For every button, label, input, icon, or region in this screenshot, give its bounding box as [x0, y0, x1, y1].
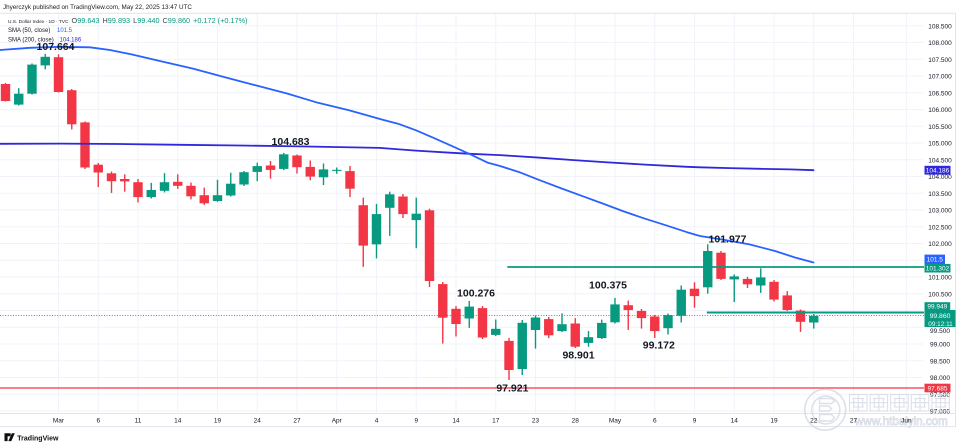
svg-text:6: 6: [96, 417, 100, 424]
svg-text:105.500: 105.500: [928, 124, 952, 131]
svg-text:103.500: 103.500: [928, 191, 952, 198]
svg-text:100.375: 100.375: [589, 279, 627, 291]
svg-text:99.500: 99.500: [930, 328, 950, 335]
svg-text:108.500: 108.500: [928, 23, 952, 30]
svg-text:22: 22: [810, 417, 818, 424]
svg-text:14: 14: [731, 417, 739, 424]
svg-text:97.000: 97.000: [930, 409, 950, 416]
svg-text:TradingView: TradingView: [17, 435, 59, 442]
svg-text:14: 14: [174, 417, 182, 424]
svg-text:27: 27: [850, 417, 858, 424]
svg-text:107.500: 107.500: [928, 57, 952, 64]
svg-text:SMA (200, close): SMA (200, close): [8, 38, 54, 44]
svg-text:100.276: 100.276: [457, 288, 495, 300]
svg-text:101.000: 101.000: [928, 275, 952, 282]
svg-text:9: 9: [693, 417, 697, 424]
svg-text:107.664: 107.664: [37, 41, 75, 53]
svg-text:104.500: 104.500: [928, 157, 952, 164]
svg-text:104.683: 104.683: [272, 136, 310, 148]
svg-text:103.000: 103.000: [928, 208, 952, 215]
svg-text:U.S. Dollar Index · 1D · TVC: U.S. Dollar Index · 1D · TVC: [8, 19, 69, 25]
svg-text:SMA (50, close): SMA (50, close): [8, 28, 50, 34]
svg-text:98.901: 98.901: [562, 349, 594, 361]
svg-text:99.172: 99.172: [643, 340, 675, 352]
svg-text:97.921: 97.921: [496, 383, 528, 395]
svg-text:100.500: 100.500: [928, 291, 952, 298]
svg-text:24: 24: [254, 417, 262, 424]
svg-text:6: 6: [653, 417, 657, 424]
svg-text:Mar: Mar: [53, 417, 65, 424]
svg-text:108.000: 108.000: [928, 40, 952, 47]
svg-text:98.500: 98.500: [930, 358, 950, 365]
svg-text:19: 19: [214, 417, 222, 424]
svg-text:www.htbaiyin.com: www.htbaiyin.com: [854, 415, 948, 428]
svg-text:11: 11: [135, 417, 142, 424]
svg-text:4: 4: [375, 417, 379, 424]
svg-text:104.186: 104.186: [926, 168, 950, 175]
svg-text:99.000: 99.000: [930, 342, 950, 349]
svg-text:101.5: 101.5: [57, 28, 73, 34]
svg-text:99.860: 99.860: [930, 313, 951, 320]
svg-text:105.000: 105.000: [928, 141, 952, 148]
svg-text:99.949: 99.949: [927, 303, 947, 310]
svg-text:23: 23: [532, 417, 540, 424]
svg-text:19: 19: [770, 417, 778, 424]
svg-text:106.500: 106.500: [928, 90, 952, 97]
svg-text:97.685: 97.685: [928, 385, 948, 392]
svg-text:104.186: 104.186: [60, 38, 82, 44]
svg-text:107.000: 107.000: [928, 74, 952, 81]
svg-text:101.5: 101.5: [927, 257, 944, 264]
svg-text:104.000: 104.000: [928, 174, 952, 181]
svg-text:14: 14: [452, 417, 460, 424]
svg-text:98.000: 98.000: [930, 375, 950, 382]
svg-text:Apr: Apr: [332, 417, 343, 424]
svg-text:102.500: 102.500: [928, 224, 952, 231]
svg-text:Jhyerczyk published on Trading: Jhyerczyk published on TradingView.com, …: [3, 4, 192, 11]
svg-text:May: May: [609, 417, 622, 424]
svg-text:Jun: Jun: [901, 417, 912, 424]
svg-text:102.000: 102.000: [928, 241, 952, 248]
svg-text:101.302: 101.302: [926, 266, 950, 273]
svg-text:106.000: 106.000: [928, 107, 952, 114]
svg-text:28: 28: [572, 417, 580, 424]
svg-text:101.977: 101.977: [709, 234, 747, 246]
svg-text:27: 27: [293, 417, 301, 424]
svg-text:9: 9: [414, 417, 418, 424]
svg-text:17: 17: [492, 417, 500, 424]
svg-text:09:12:11: 09:12:11: [928, 321, 953, 328]
